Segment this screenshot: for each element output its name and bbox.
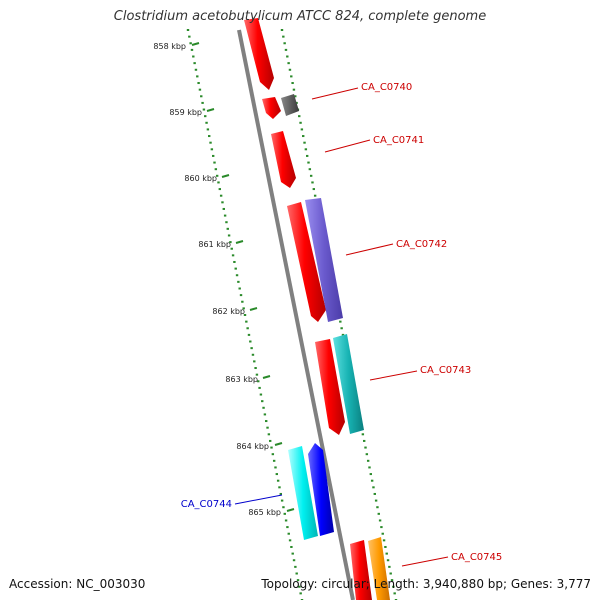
tick-rail-left — [186, 29, 304, 600]
gene-arrow[interactable] — [333, 334, 364, 434]
callout-line — [401, 556, 449, 567]
gene-label-ca-c0740[interactable]: CA_C0740 — [361, 82, 412, 93]
tick-labels: 858 kbp 859 kbp 860 kbp 861 kbp 862 kbp … — [153, 42, 281, 517]
gene-arrow[interactable] — [315, 339, 345, 435]
major-tick — [235, 240, 244, 244]
tick-label: 865 kbp — [248, 508, 281, 517]
callout-line — [369, 370, 418, 381]
gene-arrow[interactable] — [244, 18, 274, 90]
tick-label: 862 kbp — [212, 307, 245, 316]
gene-arrow[interactable] — [271, 131, 296, 188]
major-tick — [221, 174, 230, 178]
tick-label: 859 kbp — [169, 108, 202, 117]
major-tick — [262, 375, 271, 379]
gene-arrow[interactable] — [350, 540, 372, 600]
gene-arrow[interactable] — [368, 537, 390, 600]
callout-line — [324, 139, 371, 153]
gene-label-ca-c0741[interactable]: CA_C0741 — [373, 135, 424, 146]
genome-backbone — [237, 29, 355, 600]
callout-line — [311, 87, 359, 100]
gene-arrow[interactable] — [308, 443, 334, 536]
major-tick — [274, 442, 283, 446]
tick-label: 864 kbp — [236, 442, 269, 451]
gene-arrow[interactable] — [287, 202, 326, 322]
tick-marks — [191, 42, 295, 512]
genome-summary: Topology: circular; Length: 3,940,880 bp… — [261, 577, 591, 591]
gene-label-ca-c0743[interactable]: CA_C0743 — [420, 365, 471, 376]
gene-arrow[interactable] — [288, 446, 318, 540]
major-tick — [249, 307, 258, 311]
major-tick — [206, 108, 215, 112]
tick-label: 858 kbp — [153, 42, 186, 51]
map-title: Clostridium acetobutylicum ATCC 824, com… — [113, 9, 487, 24]
gene-arrow[interactable] — [281, 94, 299, 116]
genes — [244, 18, 390, 600]
tick-label: 861 kbp — [198, 240, 231, 249]
major-tick — [286, 508, 295, 512]
gene-label-ca-c0744[interactable]: CA_C0744 — [181, 499, 232, 510]
gene-callouts: CA_C0740 CA_C0741 CA_C0742 CA_C0743 CA_C… — [181, 82, 502, 567]
accession-label: Accession: NC_003030 — [9, 577, 146, 591]
callout-line — [345, 243, 394, 256]
gene-label-ca-c0745[interactable]: CA_C0745 — [451, 552, 502, 563]
gene-arrow[interactable] — [305, 198, 343, 322]
gene-label-ca-c0742[interactable]: CA_C0742 — [396, 239, 447, 250]
callout-line — [234, 494, 283, 505]
tick-label: 860 kbp — [184, 174, 217, 183]
tick-label: 863 kbp — [225, 375, 258, 384]
major-tick — [191, 42, 200, 46]
gene-arrow[interactable] — [262, 97, 281, 119]
